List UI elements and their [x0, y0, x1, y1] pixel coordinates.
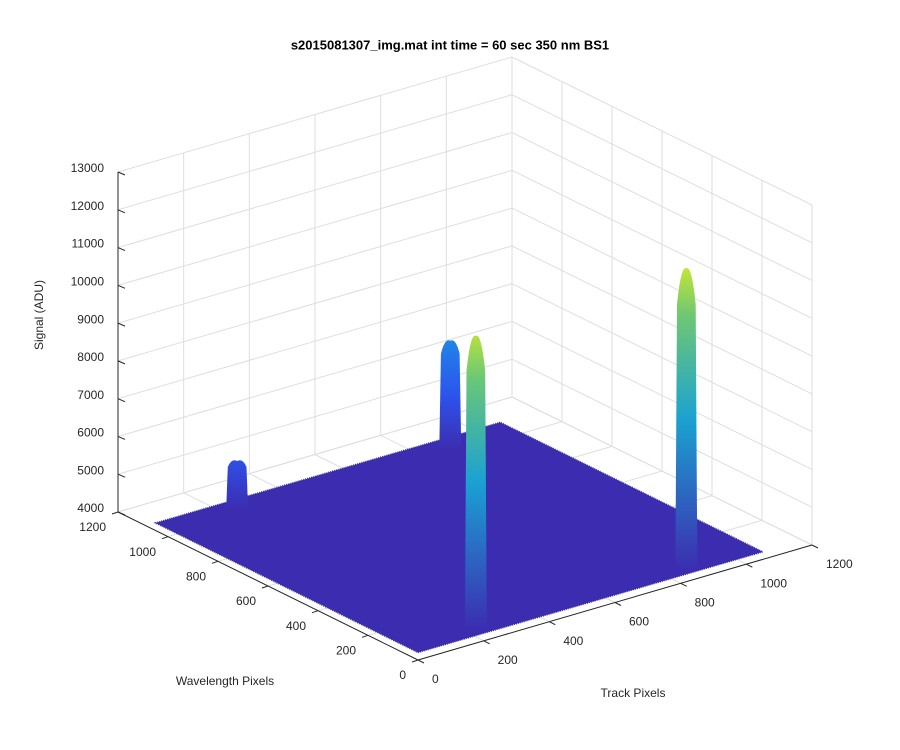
grid-line — [511, 358, 813, 508]
y-tick — [411, 659, 419, 663]
z-tick-label: 8000 — [77, 350, 104, 364]
grid-line — [511, 320, 813, 470]
z-axis-label: Signal (ADU) — [32, 280, 46, 350]
x-axis-label: Track Pixels — [601, 686, 666, 700]
axes-layer: 0200400600800100012000200400600800100012… — [71, 161, 853, 686]
z-tick — [117, 360, 126, 365]
x-tick-label: 1000 — [760, 576, 787, 590]
chart-title: s2015081307_img.mat int time = 60 sec 35… — [291, 37, 609, 52]
peak — [675, 268, 698, 571]
z-tick-label: 10000 — [71, 275, 105, 289]
peak — [464, 335, 487, 631]
peak — [226, 460, 249, 511]
surface-layer — [153, 268, 765, 654]
x-tick-label: 800 — [695, 596, 715, 610]
y-tick-label: 800 — [186, 570, 206, 584]
z-tick — [117, 284, 126, 289]
y-tick-label: 1000 — [129, 545, 156, 559]
z-tick — [117, 511, 126, 516]
grid-line — [511, 283, 813, 433]
z-tick-label: 7000 — [77, 388, 104, 402]
grid-line — [511, 132, 813, 282]
y-tick-label: 600 — [236, 594, 256, 608]
z-tick — [117, 247, 126, 252]
grid-line — [511, 56, 813, 206]
x-tick-label: 1200 — [826, 557, 853, 571]
grid-line — [117, 245, 513, 362]
x-tick — [811, 544, 819, 549]
y-tick-label: 400 — [286, 619, 306, 633]
z-tick-label: 4000 — [77, 501, 104, 515]
x-tick-label: 200 — [498, 653, 518, 667]
grid-line — [511, 207, 813, 357]
z-tick-label: 11000 — [72, 237, 105, 251]
y-tick — [161, 536, 169, 540]
x-tick-label: 600 — [629, 615, 649, 629]
x-tick-label: 400 — [563, 634, 583, 648]
grid-line — [117, 56, 513, 173]
y-tick — [211, 560, 219, 564]
z-tick — [117, 322, 126, 327]
z-tick — [117, 435, 126, 440]
y-axis-label: Wavelength Pixels — [176, 674, 274, 688]
x-tick — [614, 602, 622, 606]
z-tick-label: 5000 — [77, 463, 104, 477]
y-tick — [261, 585, 269, 589]
grid-line — [511, 94, 813, 244]
grid-line — [511, 245, 813, 395]
x-tick-label: 0 — [432, 672, 439, 686]
z-tick — [117, 473, 126, 478]
x-tick — [746, 563, 753, 568]
z-tick-label: 13000 — [71, 161, 105, 175]
grid-line — [511, 396, 813, 546]
z-tick-label: 6000 — [77, 426, 104, 440]
z-tick-label: 9000 — [77, 312, 104, 326]
y-tick — [311, 610, 319, 614]
x-tick — [483, 640, 490, 645]
grid-line — [117, 132, 513, 249]
z-tick-label: 12000 — [71, 199, 105, 213]
y-tick-label: 200 — [336, 644, 356, 658]
peak — [439, 340, 462, 451]
z-tick — [117, 171, 126, 176]
x-tick — [549, 621, 556, 626]
grid-line — [117, 94, 513, 211]
z-tick — [117, 398, 126, 403]
y-tick-label: 0 — [399, 668, 406, 682]
grid-line — [117, 169, 513, 286]
y-tick — [361, 634, 369, 638]
y-tick — [111, 511, 119, 515]
x-tick — [680, 582, 687, 587]
z-tick — [117, 209, 126, 214]
grid-line — [117, 207, 513, 324]
grid-line — [117, 320, 513, 437]
grid-line — [117, 283, 513, 400]
y-tick-label: 1200 — [79, 520, 106, 534]
surface-plate — [153, 421, 765, 654]
grid-line — [511, 169, 813, 319]
x-tick — [417, 659, 425, 664]
